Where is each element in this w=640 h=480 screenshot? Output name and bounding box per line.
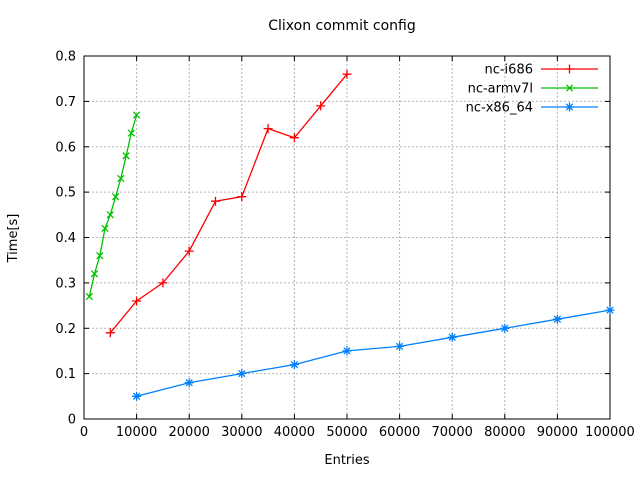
chart-title: Clixon commit config <box>268 18 416 34</box>
y-tick-label-0.8: 0.8 <box>55 50 76 65</box>
y-tick-label-0.1: 0.1 <box>55 367 76 382</box>
legend-entry-nc-x86_64: nc-x86_64 <box>466 101 598 116</box>
x-tick-label-70000: 70000 <box>432 425 473 440</box>
series-line-nc-armv7l <box>88 114 138 297</box>
x-tick-label-90000: 90000 <box>537 425 578 440</box>
gridlines <box>84 56 610 419</box>
y-tick-label-0.2: 0.2 <box>55 322 76 337</box>
data-series <box>85 69 615 401</box>
x-tick-label-100000: 100000 <box>585 425 635 440</box>
y-tick-label-0.6: 0.6 <box>55 140 76 155</box>
series-line-nc-i686 <box>109 73 348 334</box>
y-tick-label-0.4: 0.4 <box>55 231 76 246</box>
x-tick-label-50000: 50000 <box>326 425 367 440</box>
legend-sample-marker-nc-armv7l <box>565 84 574 92</box>
series-markers-nc-i686 <box>105 69 352 338</box>
x-tick-label-20000: 20000 <box>169 425 210 440</box>
legend-label-nc-x86_64: nc-x86_64 <box>466 101 533 116</box>
x-tick-labels: 0 10000 20000 30000 40000 50000 60000 70000 8000… <box>80 425 635 440</box>
legend-sample-marker-nc-x86_64 <box>565 102 574 112</box>
y-tick-labels: 0 0.1 0.2 0.3 0.4 0.5 0.6 0.7 0.8 <box>55 50 76 428</box>
x-tick-label-0: 0 <box>80 425 88 440</box>
series-line-nc-x86_64 <box>136 309 611 397</box>
x-tick-label-10000: 10000 <box>116 425 157 440</box>
legend-sample-marker-nc-i686 <box>565 64 574 74</box>
x-tick-label-30000: 30000 <box>221 425 262 440</box>
y-tick-label-0: 0 <box>68 413 76 428</box>
plot-border <box>83 55 611 420</box>
x-tick-label-40000: 40000 <box>274 425 315 440</box>
legend-entry-nc-armv7l: nc-armv7l <box>468 82 598 97</box>
y-axis-label: Time[s] <box>6 214 21 264</box>
y-tick-label-0.5: 0.5 <box>55 186 76 201</box>
legend-label-nc-i686: nc-i686 <box>484 63 533 78</box>
y-tick-label-0.3: 0.3 <box>55 276 76 291</box>
y-tick-label-0.7: 0.7 <box>55 95 76 110</box>
legend-entry-nc-i686: nc-i686 <box>484 63 598 78</box>
legend-label-nc-armv7l: nc-armv7l <box>468 82 533 97</box>
x-tick-label-60000: 60000 <box>379 425 420 440</box>
series-markers-nc-x86_64 <box>132 305 615 401</box>
x-axis-label: Entries <box>324 453 370 468</box>
legend: nc-i686 nc-armv7l nc-x86_64 <box>466 63 598 116</box>
x-tick-label-80000: 80000 <box>484 425 525 440</box>
series-markers-nc-armv7l <box>85 111 141 301</box>
